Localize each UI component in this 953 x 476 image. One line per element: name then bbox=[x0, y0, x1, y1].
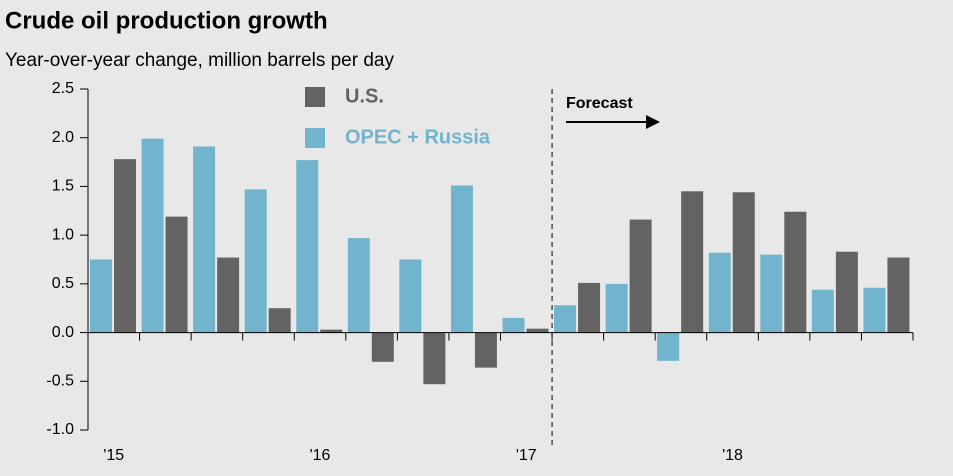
bar bbox=[399, 259, 422, 333]
bar bbox=[887, 257, 910, 333]
forecast-label: Forecast bbox=[566, 95, 633, 112]
forecast-arrowhead bbox=[646, 115, 660, 129]
y-tick-label: 2.5 bbox=[52, 80, 74, 97]
y-tick-label: 1.0 bbox=[52, 226, 74, 243]
bar bbox=[217, 257, 240, 333]
bar bbox=[760, 254, 783, 333]
bar bbox=[732, 192, 755, 333]
bar bbox=[347, 238, 370, 333]
y-tick-label: -1.0 bbox=[46, 421, 74, 438]
chart-subtitle: Year-over-year change, million barrels p… bbox=[5, 50, 394, 71]
bar bbox=[114, 159, 136, 333]
bar bbox=[90, 259, 112, 333]
bar bbox=[863, 287, 886, 333]
bar bbox=[526, 328, 549, 333]
x-tick-label: '17 bbox=[516, 447, 537, 464]
bar bbox=[784, 211, 807, 333]
bar bbox=[165, 216, 188, 333]
legend-swatch bbox=[305, 128, 325, 148]
bar bbox=[835, 251, 858, 333]
bar bbox=[371, 332, 394, 362]
legend-label: U.S. bbox=[345, 85, 384, 107]
x-tick-label: '15 bbox=[103, 447, 124, 464]
bar bbox=[629, 219, 652, 333]
y-tick-label: -0.5 bbox=[46, 373, 74, 390]
bar bbox=[141, 138, 164, 333]
y-tick-label: 0.5 bbox=[52, 275, 74, 292]
y-tick-label: 2.0 bbox=[52, 129, 74, 146]
bar bbox=[605, 283, 628, 333]
bar bbox=[811, 289, 834, 333]
bar bbox=[244, 189, 267, 333]
bar bbox=[554, 305, 577, 333]
bar bbox=[268, 308, 291, 333]
bar bbox=[450, 185, 473, 333]
x-tick-label: '18 bbox=[722, 447, 743, 464]
bar bbox=[474, 332, 497, 368]
bar bbox=[320, 329, 343, 333]
bar bbox=[578, 282, 601, 333]
bar bbox=[502, 317, 525, 333]
legend-label: OPEC + Russia bbox=[345, 126, 491, 148]
x-tick-label: '16 bbox=[310, 447, 331, 464]
bar bbox=[193, 146, 216, 333]
chart-title: Crude oil production growth bbox=[5, 7, 328, 34]
y-tick-label: 1.5 bbox=[52, 178, 74, 195]
bar bbox=[681, 191, 704, 333]
legend-swatch bbox=[305, 87, 325, 107]
bar bbox=[423, 332, 446, 385]
bar bbox=[657, 332, 680, 361]
bar bbox=[296, 160, 319, 333]
y-tick-label: 0.0 bbox=[52, 324, 74, 341]
bar bbox=[708, 252, 731, 333]
